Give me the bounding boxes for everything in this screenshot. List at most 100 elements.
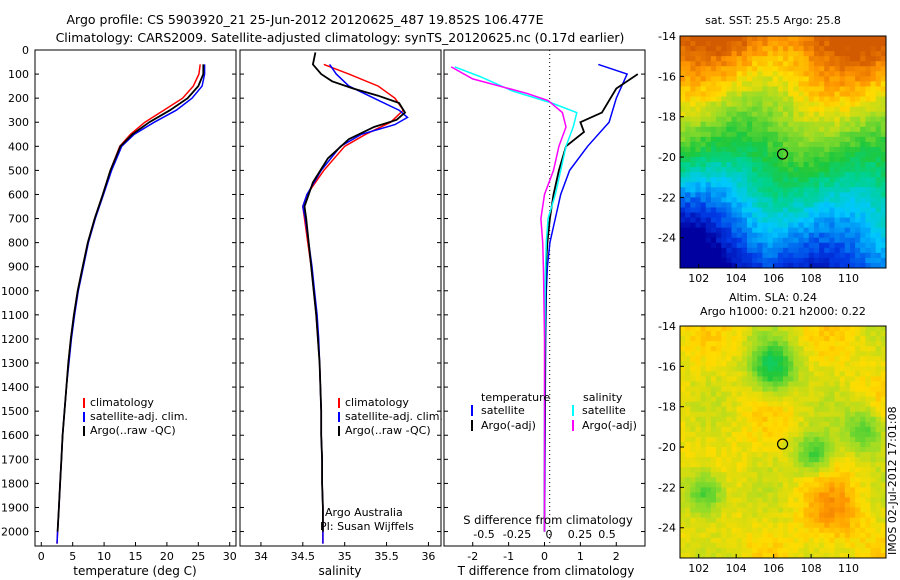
map-cell (680, 192, 686, 198)
map-cell (788, 177, 794, 183)
map-cell (685, 401, 691, 408)
map-cell (798, 532, 805, 539)
map-cell (695, 172, 702, 178)
map-cell (772, 182, 779, 188)
map-cell (762, 431, 769, 438)
map-cell (695, 56, 702, 62)
map-cell (700, 146, 707, 153)
map-cell (839, 36, 846, 42)
map-cell (865, 237, 872, 244)
map-cell (762, 247, 769, 254)
map-cell (767, 86, 774, 93)
map-cell (865, 262, 872, 268)
map-cell (880, 257, 886, 264)
map-cell (870, 421, 877, 428)
map-cell (783, 131, 789, 138)
map-cell (700, 232, 707, 239)
map-cell (741, 182, 748, 188)
map-cell (880, 366, 886, 372)
map-cell (875, 162, 882, 168)
map-cell (731, 416, 738, 423)
map-cell (834, 467, 841, 473)
map-cell (741, 371, 748, 378)
map-cell (803, 361, 810, 367)
map-cell (819, 326, 825, 332)
map-cell (705, 522, 712, 529)
map-cell (690, 497, 697, 504)
map-cell (695, 492, 702, 499)
map-cell (710, 396, 717, 403)
map-cell (824, 346, 830, 352)
map-cell (849, 232, 856, 239)
map-cell (700, 36, 707, 42)
map-cell (721, 46, 727, 52)
map-cell (777, 346, 784, 352)
map-cell (721, 401, 727, 408)
map-cell (690, 197, 697, 204)
map-cell (690, 416, 697, 423)
map-cell (834, 136, 841, 143)
map-cell (803, 366, 810, 372)
map-cell (741, 66, 748, 72)
map-cell (870, 376, 877, 383)
map-cell (783, 141, 789, 148)
map-cell (731, 391, 738, 398)
map-cell (803, 341, 810, 347)
map-cell (829, 162, 836, 168)
map-cell (777, 447, 784, 453)
map-cell (844, 192, 851, 198)
map-cell (793, 522, 800, 529)
map-cell (783, 71, 789, 77)
map-cell (870, 452, 877, 458)
map-cell (767, 227, 774, 234)
map-cell (860, 391, 866, 398)
map-cell (680, 197, 686, 204)
map-cell (695, 86, 702, 93)
map-cell (808, 421, 815, 428)
map-cell (762, 391, 769, 398)
map-cell (710, 162, 717, 168)
map-cell (844, 477, 851, 483)
map-cell (777, 381, 784, 388)
map-cell (705, 141, 712, 148)
map-cell (803, 56, 810, 62)
map-cell (870, 227, 877, 234)
map-cell (752, 71, 758, 77)
map-cell (793, 61, 800, 67)
map-cell (700, 477, 707, 483)
map-cell (783, 497, 789, 504)
map-cell (875, 507, 882, 514)
map-cell (849, 467, 856, 473)
map-cell (855, 106, 861, 113)
map-cell (757, 126, 763, 133)
map-cell (844, 61, 851, 67)
map-cell (721, 336, 727, 342)
map-cell (716, 497, 722, 504)
map-cell (731, 242, 738, 249)
map-cell (813, 346, 820, 352)
map-cell (875, 192, 882, 198)
map-cell (880, 487, 886, 494)
map-cell (855, 361, 861, 367)
map-cell (685, 222, 691, 229)
map-cell (875, 257, 882, 264)
map-cell (680, 121, 686, 128)
map-cell (752, 442, 758, 448)
map-cell (829, 36, 836, 42)
map-cell (705, 492, 712, 499)
map-cell (772, 222, 779, 229)
map-cell (736, 411, 743, 418)
map-cell (783, 512, 789, 519)
map-cell (757, 497, 763, 504)
map-cell (721, 482, 727, 488)
map-cell (880, 131, 886, 138)
map-cell (731, 106, 738, 113)
map-cell (880, 96, 886, 103)
map-cell (731, 247, 738, 254)
map-cell (710, 381, 717, 388)
map-cell (685, 487, 691, 494)
map-cell (705, 91, 712, 98)
map-cell (824, 197, 830, 204)
map-cell (690, 217, 697, 224)
map-cell (819, 497, 825, 504)
